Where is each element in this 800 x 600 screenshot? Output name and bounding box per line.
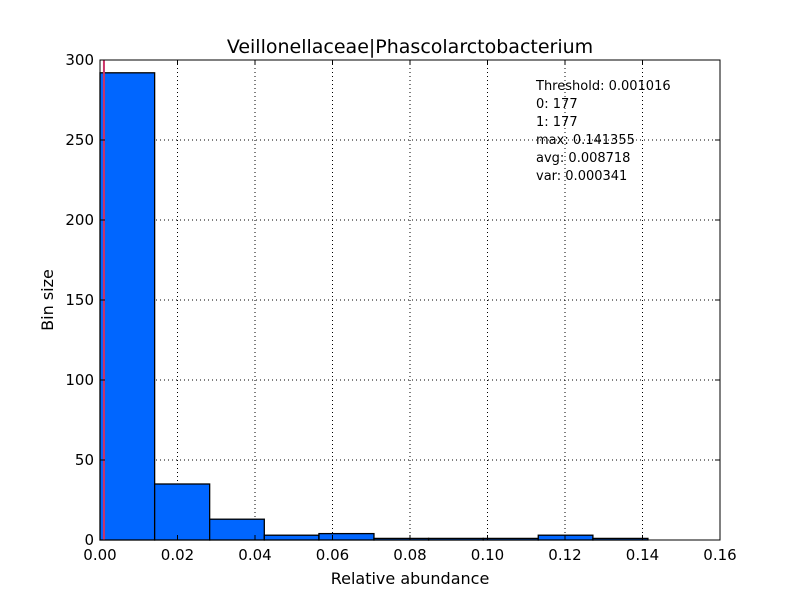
stats-annotation-line: 1: 177 <box>536 115 578 130</box>
x-tick-label: 0.06 <box>316 546 349 564</box>
chart-title: Veillonellaceae|Phascolarctobacterium <box>227 36 593 58</box>
x-tick-label: 0.02 <box>161 546 194 564</box>
grid-lines <box>100 60 720 540</box>
stats-annotation-line: Threshold: 0.001016 <box>535 79 671 94</box>
y-tick-label: 100 <box>65 371 94 389</box>
histogram-bar <box>537 534 594 541</box>
x-axis-label: Relative abundance <box>331 569 490 588</box>
x-tick-label: 0.08 <box>393 546 426 564</box>
y-axis-ticks: 0 50 100 150 200 250 300 <box>65 51 720 549</box>
stats-annotation-line: max: 0.141355 <box>536 133 635 148</box>
x-tick-label: 0.12 <box>548 546 581 564</box>
x-tick-label: 0.14 <box>626 546 659 564</box>
stats-annotation-line: 0: 177 <box>536 97 578 112</box>
y-tick-label: 150 <box>65 291 94 309</box>
x-axis-ticks: 0.00 0.02 0.04 0.06 0.08 0.10 0.12 0.14 0.16 <box>83 60 737 564</box>
y-tick-label: 50 <box>75 451 94 469</box>
histogram-bars <box>99 72 649 541</box>
stats-annotation-line: var: 0.000341 <box>536 169 627 184</box>
y-tick-label: 0 <box>84 531 94 549</box>
y-tick-label: 300 <box>65 51 94 69</box>
stats-annotation-line: avg: 0.008718 <box>536 151 630 166</box>
y-tick-label: 250 <box>65 131 94 149</box>
x-tick-label: 0.10 <box>471 546 504 564</box>
y-axis-label: Bin size <box>38 269 57 331</box>
x-tick-label: 0.16 <box>703 546 736 564</box>
histogram-bar <box>318 532 375 541</box>
stats-annotation: Threshold: 0.001016 0: 177 1: 177 max: 0.14… <box>535 79 671 184</box>
x-tick-label: 0.00 <box>83 546 116 564</box>
histogram-bar <box>263 534 320 541</box>
histogram-bar <box>153 483 211 541</box>
histogram-bar <box>99 72 156 541</box>
x-tick-label: 0.04 <box>238 546 271 564</box>
y-tick-label: 200 <box>65 211 94 229</box>
histogram-bar <box>209 518 265 541</box>
